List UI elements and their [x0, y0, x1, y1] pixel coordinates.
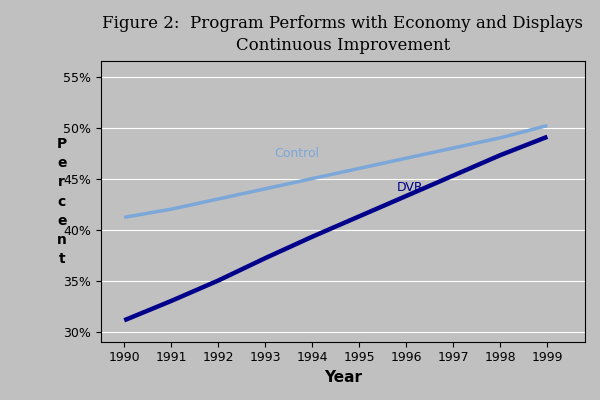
X-axis label: Year: Year: [324, 370, 362, 385]
Text: r: r: [58, 175, 65, 189]
Text: c: c: [58, 194, 66, 208]
Text: Control: Control: [275, 147, 320, 160]
Text: e: e: [57, 214, 67, 228]
Text: DVR: DVR: [397, 181, 424, 194]
Title: Figure 2:  Program Performs with Economy and Displays
Continuous Improvement: Figure 2: Program Performs with Economy …: [103, 15, 583, 54]
Text: n: n: [57, 233, 67, 247]
Text: e: e: [57, 156, 67, 170]
Text: P: P: [56, 137, 67, 151]
Text: t: t: [58, 252, 65, 266]
